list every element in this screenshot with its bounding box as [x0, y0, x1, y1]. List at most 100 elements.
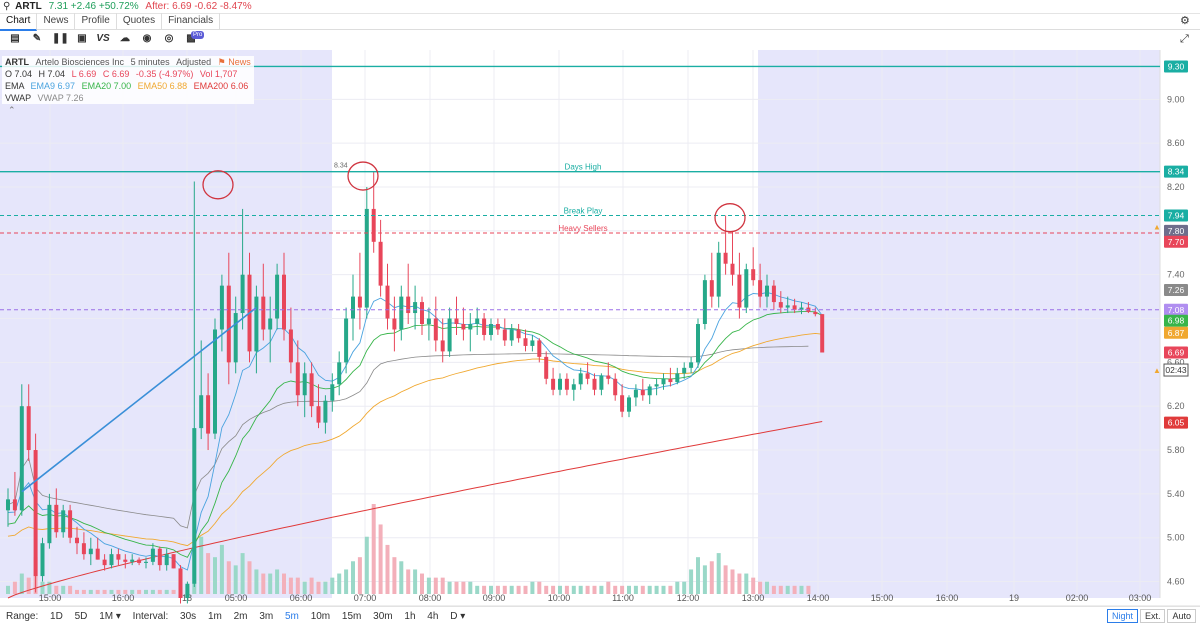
tab-profile[interactable]: Profile	[75, 13, 117, 29]
chart-icon[interactable]: ▤	[10, 33, 20, 44]
candle-body	[12, 499, 17, 511]
mode-ext[interactable]: Ext.	[1139, 609, 1166, 623]
volume-bar	[150, 589, 155, 594]
interval-30s[interactable]: 30s	[180, 611, 197, 622]
interval-15m[interactable]: 15m	[341, 611, 362, 622]
vs-icon[interactable]: VS	[96, 33, 110, 44]
interval-3m[interactable]: 3m	[259, 611, 274, 622]
price-tag: 9.30	[1164, 60, 1188, 73]
candle	[696, 318, 700, 368]
candle	[268, 296, 273, 363]
settings-icon[interactable]: ⚙	[1180, 15, 1190, 27]
tab-quotes[interactable]: Quotes	[117, 13, 163, 29]
volume-bar	[558, 585, 562, 594]
candle	[627, 395, 631, 418]
legend-news[interactable]: News	[228, 57, 251, 67]
candle	[316, 384, 321, 429]
price-tag-bg	[1164, 346, 1188, 359]
candle	[592, 373, 597, 396]
x-tick-label: 15:00	[39, 593, 62, 603]
legend-change: -0.35 (-4.97%)	[135, 69, 194, 79]
range-1d[interactable]: 1D	[50, 611, 63, 622]
candle	[47, 493, 52, 549]
x-tick-label: 02:00	[1066, 593, 1089, 603]
candle-body	[723, 252, 728, 264]
interval-5m[interactable]: 5m	[285, 611, 299, 622]
interval-1h[interactable]: 1h	[404, 611, 416, 622]
legend-collapse-icon[interactable]: ⌃	[8, 105, 16, 115]
candle-body	[468, 324, 473, 330]
tab-news[interactable]: News	[37, 13, 76, 29]
search-icon[interactable]: ⚲	[3, 1, 11, 12]
mode-auto[interactable]: Auto	[1167, 609, 1196, 623]
interval-30m[interactable]: 30m	[373, 611, 393, 622]
x-tick-label: 05:00	[225, 593, 248, 603]
news-flag-icon[interactable]: ⚑	[217, 57, 226, 67]
volume-bar	[144, 589, 148, 594]
interval-1m[interactable]: 1m	[207, 611, 222, 622]
candle	[295, 340, 300, 407]
legend-vwap: VWAP 7.26	[37, 93, 84, 103]
candle	[282, 252, 286, 341]
symbol[interactable]: ARTL	[15, 1, 42, 12]
x-tick-label: 09:00	[483, 593, 506, 603]
candle	[702, 274, 707, 330]
price-tag-text: 7.08	[1168, 305, 1185, 315]
range-5d[interactable]: 5D	[74, 611, 88, 622]
compare-icon[interactable]: ▣	[77, 33, 87, 44]
candle-body	[689, 362, 694, 368]
candle	[723, 215, 728, 275]
interval-d[interactable]: D ▾	[450, 611, 466, 622]
candle	[820, 314, 825, 353]
pencil-icon[interactable]: ✎	[32, 33, 42, 44]
range-1m[interactable]: 1M ▾	[99, 611, 121, 622]
volume-bar	[116, 589, 121, 594]
candles-icon[interactable]: ❚❚	[52, 33, 69, 44]
calendar-icon[interactable]: ▩	[186, 33, 196, 44]
price-tag: 7.26	[1164, 284, 1188, 297]
volume-bar	[578, 585, 583, 594]
candle-body	[702, 280, 707, 324]
candle	[682, 362, 687, 379]
interval-2m[interactable]: 2m	[233, 611, 248, 622]
candle-body	[730, 263, 735, 275]
volume-bar	[502, 585, 507, 594]
legend-ema-row: EMA EMA9 6.97 EMA20 7.00 EMA50 6.88 EMA2…	[2, 80, 254, 92]
candle-body	[454, 318, 459, 324]
target-icon[interactable]: ◎	[164, 33, 174, 44]
candle-body	[489, 324, 493, 335]
interval-10m[interactable]: 10m	[310, 611, 331, 622]
legend-open: O 7.04	[5, 69, 33, 79]
dollar-icon[interactable]: ◉	[142, 33, 152, 44]
candle-body	[640, 389, 645, 396]
mode-night[interactable]: Night	[1106, 609, 1138, 623]
candle	[495, 318, 500, 335]
candle-body	[33, 450, 38, 577]
candle-body	[102, 559, 107, 566]
candle	[192, 181, 197, 588]
tab-chart[interactable]: Chart	[0, 13, 38, 31]
interval-4h[interactable]: 4h	[427, 611, 439, 622]
candle-body	[178, 568, 183, 598]
legend-high: H 7.04	[38, 69, 66, 79]
candle-body	[675, 373, 680, 383]
candle	[323, 395, 328, 434]
candle	[613, 373, 618, 401]
candle	[137, 557, 142, 566]
cloud-icon[interactable]: ☁	[120, 33, 130, 44]
price-tag-text: 8.34	[1168, 167, 1185, 177]
expand-icon[interactable]: ⤢	[1180, 33, 1189, 45]
volume-bar	[730, 569, 735, 594]
candle	[765, 274, 769, 308]
candle	[571, 378, 576, 401]
tab-financials[interactable]: Financials	[162, 13, 221, 29]
volume-bar	[309, 577, 314, 594]
y-tick-label: 8.20	[1167, 182, 1185, 192]
candle	[302, 362, 307, 418]
volume-bar	[613, 585, 618, 594]
candle-body	[440, 340, 445, 352]
candle	[633, 384, 638, 407]
countdown: 02:43	[1165, 365, 1187, 375]
afterhours-shade	[758, 50, 1160, 598]
